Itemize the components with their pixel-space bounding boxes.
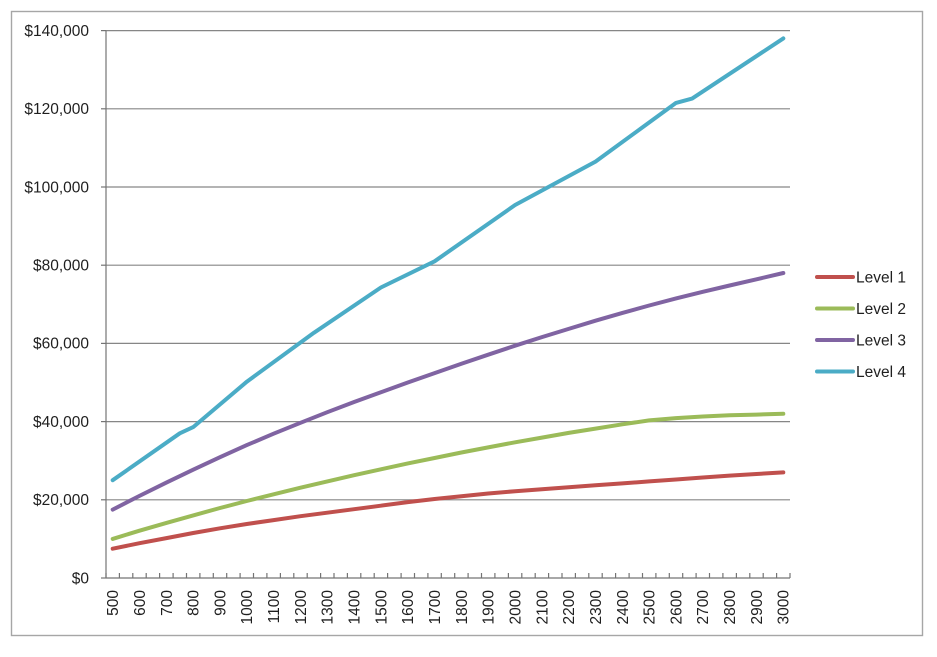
svg-text:2100: 2100 — [534, 590, 551, 625]
svg-text:600: 600 — [132, 590, 149, 616]
svg-text:1400: 1400 — [347, 590, 364, 625]
svg-text:3000: 3000 — [776, 590, 793, 625]
svg-text:$140,000: $140,000 — [24, 23, 89, 40]
svg-text:1100: 1100 — [266, 590, 283, 624]
svg-text:Level 1: Level 1 — [856, 269, 906, 286]
svg-text:1600: 1600 — [400, 590, 417, 625]
svg-text:2200: 2200 — [561, 590, 578, 625]
svg-text:$120,000: $120,000 — [24, 101, 89, 118]
svg-text:$60,000: $60,000 — [33, 336, 89, 353]
svg-text:700: 700 — [159, 590, 176, 616]
svg-text:$20,000: $20,000 — [33, 492, 89, 509]
svg-text:800: 800 — [186, 590, 203, 616]
svg-text:Level 4: Level 4 — [856, 364, 906, 381]
svg-text:$40,000: $40,000 — [33, 414, 89, 431]
svg-text:500: 500 — [105, 590, 122, 616]
svg-text:2000: 2000 — [508, 590, 525, 625]
svg-text:1700: 1700 — [427, 590, 444, 625]
svg-text:2400: 2400 — [615, 590, 632, 625]
svg-text:900: 900 — [212, 590, 229, 616]
svg-text:Level 2: Level 2 — [856, 301, 906, 318]
svg-text:1000: 1000 — [239, 590, 256, 625]
svg-text:$100,000: $100,000 — [24, 179, 89, 196]
svg-text:$80,000: $80,000 — [33, 258, 89, 275]
svg-text:Level 3: Level 3 — [856, 332, 906, 349]
svg-text:1500: 1500 — [373, 590, 390, 625]
svg-text:2800: 2800 — [722, 590, 739, 625]
svg-text:1900: 1900 — [481, 590, 498, 625]
svg-text:2900: 2900 — [749, 590, 766, 625]
svg-text:2600: 2600 — [668, 590, 685, 625]
svg-text:2700: 2700 — [695, 590, 712, 625]
svg-text:2300: 2300 — [588, 590, 605, 625]
svg-text:$0: $0 — [72, 570, 90, 587]
svg-text:1300: 1300 — [320, 590, 337, 625]
svg-text:1800: 1800 — [454, 590, 471, 625]
svg-text:1200: 1200 — [293, 590, 310, 625]
svg-text:2500: 2500 — [642, 590, 659, 625]
